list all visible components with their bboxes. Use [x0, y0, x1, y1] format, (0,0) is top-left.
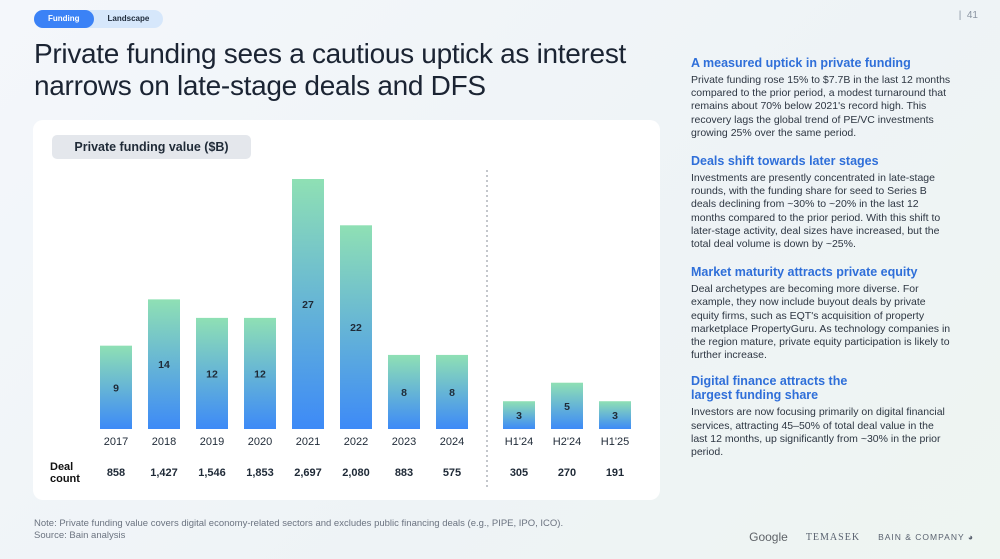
bar: [244, 317, 276, 429]
x-tick-label: 2018: [152, 436, 176, 448]
insight-heading: A measured uptick in private funding: [691, 56, 911, 70]
bar: [503, 401, 535, 429]
bar: [100, 345, 132, 429]
tab-funding[interactable]: Funding: [34, 10, 94, 28]
chart-label: Private funding value ($B): [52, 135, 251, 159]
note-text: Note: Private funding value covers digit…: [34, 518, 564, 529]
deal-count-label: Deal count: [50, 461, 80, 485]
footnote: Note: Private funding value covers digit…: [34, 518, 563, 542]
bar: [551, 382, 583, 429]
deal-count-value: 858: [107, 467, 125, 479]
bar-chart: 920178581420181,4271220191,5461220201,85…: [100, 170, 631, 490]
bar-value-label: 12: [206, 368, 218, 380]
bar-value-label: 8: [449, 387, 455, 399]
bar-value-label: 12: [254, 368, 266, 380]
x-tick-label: 2019: [200, 436, 224, 448]
bar: [436, 354, 468, 429]
bar-value-label: 3: [516, 410, 522, 422]
x-tick-label: 2022: [344, 436, 368, 448]
bar-value-label: 9: [113, 382, 119, 394]
page-number: | 41: [958, 10, 978, 21]
bar-value-label: 14: [158, 359, 170, 371]
deal-count-value: 1,546: [198, 467, 226, 479]
deal-count-label-line2: count: [50, 473, 80, 485]
bar-value-label: 8: [401, 387, 407, 399]
deal-count-value: 191: [606, 467, 624, 479]
x-tick-label: 2017: [104, 436, 128, 448]
deal-count-value: 1,853: [246, 467, 274, 479]
insight-section: A measured uptick in private funding Pri…: [691, 56, 953, 140]
page-number-value: 41: [966, 10, 978, 21]
deal-count-value: 883: [395, 467, 413, 479]
deal-count-value: 1,427: [150, 467, 178, 479]
bar-value-label: 22: [350, 322, 362, 334]
logo-bar: Google TEMASEK BAIN & COMPANY ◕: [749, 530, 974, 544]
bar: [148, 299, 180, 429]
bain-logo: BAIN & COMPANY ◕: [878, 532, 974, 542]
bar: [196, 317, 228, 429]
insight-heading: Deals shift towards later stages: [691, 154, 879, 169]
bar: [388, 354, 420, 429]
x-tick-label: 2024: [440, 436, 464, 448]
x-tick-label: 2020: [248, 436, 272, 448]
x-tick-label: H2'24: [553, 436, 581, 448]
insight-section: Deals shift towards later stages Investm…: [691, 154, 953, 251]
insight-heading: Market maturity attracts private equity: [691, 265, 918, 280]
google-logo: Google: [749, 530, 788, 544]
x-tick-label: H1'25: [601, 436, 629, 448]
insight-body: Investments are presently concentrated i…: [691, 172, 941, 251]
bar: [599, 401, 631, 429]
deal-count-label-line1: Deal: [50, 461, 74, 473]
tab-landscape[interactable]: Landscape: [107, 14, 150, 23]
tab-bar: Funding Landscape: [34, 10, 164, 28]
source-text: Source: Bain analysis: [34, 530, 126, 541]
insights-panel: A measured uptick in private funding Pri…: [691, 56, 953, 459]
deal-count-value: 575: [443, 467, 461, 479]
bar-value-label: 3: [612, 410, 618, 422]
page-title: Private funding sees a cautious uptick a…: [34, 38, 627, 101]
x-tick-label: 2023: [392, 436, 416, 448]
insight-body: Private funding rose 15% to $7.7B in the…: [691, 74, 951, 139]
bar-value-label: 5: [564, 401, 570, 413]
x-tick-label: H1'24: [505, 436, 533, 448]
deal-count-value: 270: [558, 467, 576, 479]
insight-heading: Digital finance attracts the largest fun…: [691, 374, 848, 403]
insight-section: Market maturity attracts private equity …: [691, 265, 953, 362]
x-tick-label: 2021: [296, 436, 320, 448]
insight-section: Digital finance attracts the largest fun…: [691, 374, 953, 459]
bar-value-label: 27: [302, 299, 314, 311]
deal-count-value: 305: [510, 467, 528, 479]
bar: [340, 225, 372, 429]
temasek-logo: TEMASEK: [805, 531, 861, 543]
insight-body: Deal archetypes are becoming more divers…: [691, 283, 951, 362]
bain-logo-text: BAIN & COMPANY: [878, 532, 965, 542]
insight-body: Investors are now focusing primarily on …: [691, 406, 945, 459]
deal-count-value: 2,697: [294, 467, 322, 479]
bar: [292, 179, 324, 429]
deal-count-value: 2,080: [342, 467, 370, 479]
